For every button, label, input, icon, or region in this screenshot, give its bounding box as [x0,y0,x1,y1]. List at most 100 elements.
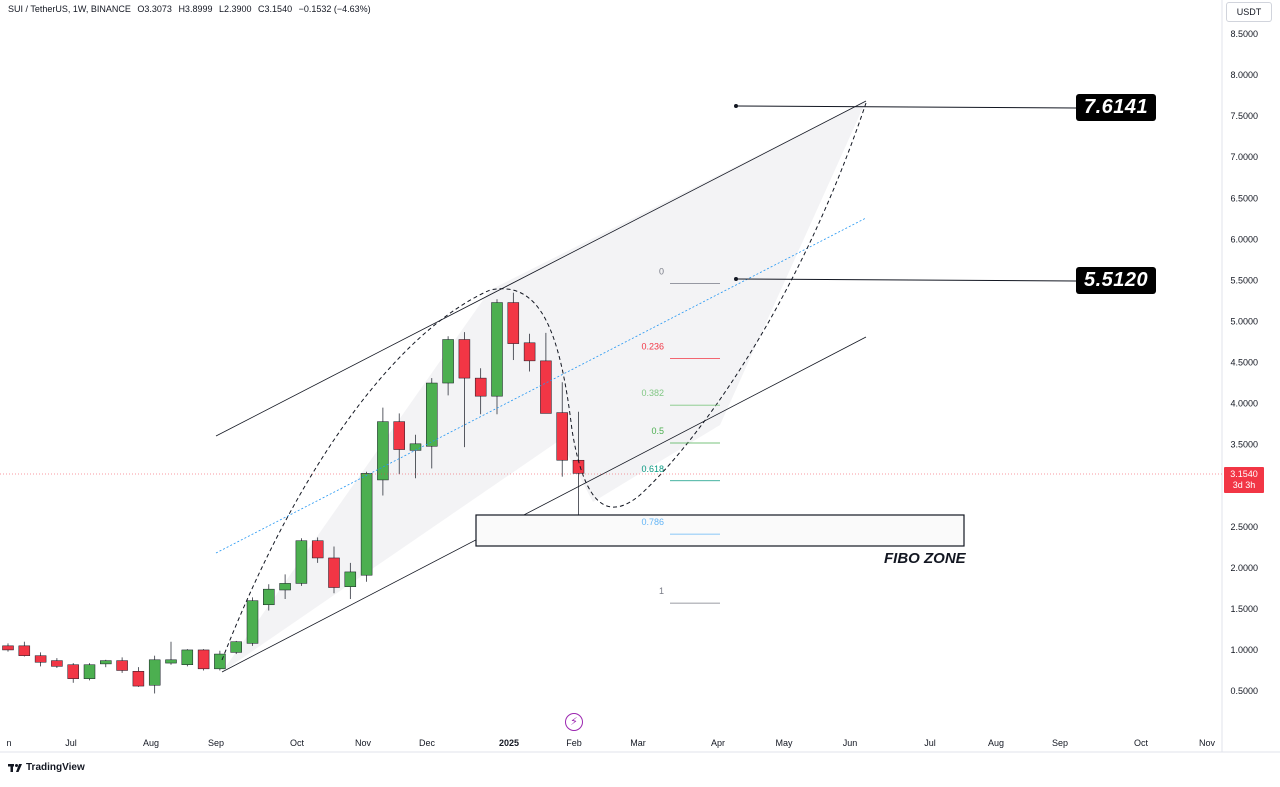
last-price-value: 3.1540 [1230,469,1258,479]
candle [165,641,177,665]
candle-body [100,660,112,665]
candle [295,538,308,586]
candle-body [393,421,405,450]
candle-body [540,360,552,414]
price-tick-label: 7.5000 [1230,111,1258,121]
candle-body [67,664,79,679]
fib-levels-group: 0 0.236 0.382 0.5 0.618 0.786 1 [641,267,720,604]
projection-curve [221,102,867,661]
price-tick-label: 0.5000 [1230,686,1258,696]
candle [458,332,471,448]
close-value: C3.1540 [258,4,293,14]
candle-body [458,339,471,379]
candle [148,655,161,694]
candle-body [263,588,275,606]
candle-body [328,557,340,588]
tradingview-logo-icon [8,763,22,772]
candle-body [2,645,14,651]
candle-body [295,540,308,584]
price-tick-label: 8.0000 [1230,70,1258,80]
price-tick-label: 7.0000 [1230,152,1258,162]
target-mid-callout: 5.5120 [1076,267,1157,294]
fibo-zone-box[interactable] [475,514,965,547]
time-tick-label: Aug [143,738,159,748]
last-price-countdown: 3d 3h [1232,480,1256,490]
candle-body [442,339,454,384]
candle-body [426,382,438,447]
candle [491,299,503,415]
price-tick-label: 2.0000 [1230,563,1258,573]
candle [132,667,145,687]
candle [197,649,210,671]
candle [344,562,357,600]
candle [67,663,79,683]
candle-body [148,659,161,686]
target-mid-dot [734,277,738,281]
candle-body [474,377,487,397]
price-tick-label: 6.5000 [1230,193,1258,203]
price-tick-label: 2.5000 [1230,522,1258,532]
candle-body [18,645,31,656]
fib-level-label: 0.382 [641,388,664,398]
candle-body [523,342,536,362]
candle-body [197,649,210,670]
candle [426,378,438,469]
candle [246,597,259,646]
time-tick-label: Jul [924,738,936,748]
candle [377,407,389,496]
time-tick-label: Nov [355,738,372,748]
fib-level-label: 0.5 [651,426,664,436]
channel-lower-line [221,336,867,673]
candle-body [311,540,324,559]
time-tick-label: Feb [566,738,582,748]
price-tick-label: 6.0000 [1230,234,1258,244]
candle-body [491,302,503,397]
candle [116,657,128,673]
candle-body [34,655,47,663]
candle-body [181,649,194,665]
time-tick-label: Mar [630,738,646,748]
high-value: H3.8999 [178,4,213,14]
low-value: L2.3900 [218,4,252,14]
price-tick-label: 3.5000 [1230,440,1258,450]
candle [328,546,340,594]
price-tick-label: 4.0000 [1230,399,1258,409]
price-tick-label: 4.5000 [1230,358,1258,368]
candle-body [165,659,177,664]
candle-body [377,421,389,481]
candle [311,537,324,563]
symbol-title[interactable]: SUI / TetherUS, 1W, BINANCE [8,4,131,14]
candle-body [279,583,291,591]
target-mid-pointer [735,278,1077,282]
candle [214,650,226,671]
candle [230,640,242,655]
candle [18,641,31,657]
candle [556,382,568,477]
price-tick-label: 5.0000 [1230,316,1258,326]
candle-body [507,302,520,344]
time-axis[interactable]: n Jul Aug Sep Oct Nov Dec 2025 Feb Mar Apr May Jun Ju… [6,738,1215,748]
candle [279,574,291,600]
candle [540,332,552,414]
lightning-icon[interactable]: ⚡ [565,713,583,731]
currency-button[interactable]: USDT [1226,2,1272,22]
candle-body [556,412,568,461]
time-tick-label: May [775,738,793,748]
candle [523,333,536,372]
time-tick-label: n [6,738,11,748]
price-tick-label: 5.5000 [1230,275,1258,285]
tradingview-brand[interactable]: TradingView [8,762,85,773]
candle-body [409,443,422,451]
fib-level-label: 0.236 [641,341,664,351]
time-tick-label: Oct [1134,738,1149,748]
price-axis[interactable]: 8.5000 8.0000 7.5000 7.0000 6.5000 6.0000 5.50… [1230,29,1258,696]
candle [393,413,405,475]
symbol-header: SUI / TetherUS, 1W, BINANCE O3.3073 H3.8… [8,4,375,14]
fib-level-label: 0.786 [641,517,664,527]
candle-body [51,660,63,667]
time-tick-label: Nov [1199,738,1216,748]
target-high-pointer [735,105,1077,109]
open-value: O3.3073 [137,4,172,14]
candle [2,643,14,652]
